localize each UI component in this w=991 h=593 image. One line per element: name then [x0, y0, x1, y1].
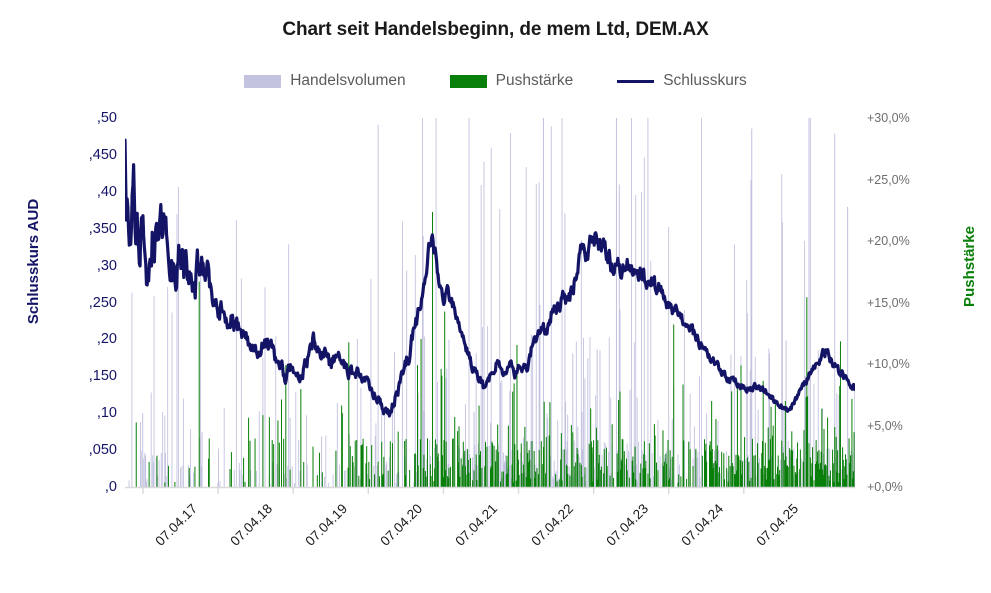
right-tick-label: +15,0% — [867, 295, 910, 310]
left-tick-label: ,50 — [96, 110, 117, 126]
left-tick-label: ,450 — [88, 146, 117, 163]
legend-close[interactable]: Schlusskurs — [617, 72, 747, 90]
legend-push[interactable]: Pushstärke — [449, 72, 574, 90]
chart-legend: Handelsvolumen Pushstärke Schlusskurs — [0, 72, 991, 90]
x-tick-label: 07.04.21 — [452, 501, 501, 549]
close-price-line — [125, 138, 855, 418]
left-tick-label: ,40 — [96, 183, 117, 200]
left-tick-label: ,350 — [88, 220, 117, 237]
legend-volume[interactable]: Handelsvolumen — [244, 72, 406, 90]
legend-close-line-icon — [617, 75, 655, 88]
page-title: Chart seit Handelsbeginn, de mem Ltd, DE… — [282, 19, 709, 40]
x-tick-label: 07.04.24 — [678, 501, 726, 549]
right-tick-label: +20,0% — [867, 234, 910, 248]
right-tick-label: +30,0% — [867, 111, 910, 125]
legend-push-label: Pushstärke — [495, 72, 574, 89]
x-tick-label: 07.04.18 — [227, 501, 276, 549]
x-tick-label: 07.04.23 — [603, 501, 651, 549]
legend-volume-swatch-icon — [244, 74, 282, 88]
x-tick-label: 07.04.17 — [152, 501, 201, 549]
left-tick-label: ,0 — [104, 479, 117, 495]
legend-push-swatch-icon — [449, 74, 487, 88]
left-tick-label: ,050 — [88, 442, 117, 459]
right-axis-title-text: Pushstärke — [960, 226, 978, 307]
right-tick-label: +0,0% — [867, 480, 903, 494]
left-tick-label: ,30 — [96, 257, 117, 274]
volume-bars — [128, 118, 855, 487]
chart-canvas — [125, 118, 855, 487]
legend-close-label: Schlusskurs — [663, 72, 747, 89]
right-tick-label: +10,0% — [867, 357, 910, 371]
left-axis-title-text: Schlusskurs AUD — [25, 198, 43, 325]
x-tick-label: 07.04.25 — [753, 501, 801, 549]
left-tick-label: ,10 — [96, 405, 117, 422]
x-tick-label: 07.04.19 — [302, 501, 351, 549]
left-tick-label: ,150 — [88, 368, 117, 385]
right-tick-label: +25,0% — [867, 172, 910, 187]
plot-area — [125, 118, 855, 487]
x-tick-label: 07.04.20 — [377, 501, 426, 549]
right-tick-label: +5,0% — [867, 418, 903, 433]
left-tick-label: ,250 — [88, 294, 117, 311]
legend-volume-label: Handelsvolumen — [290, 72, 406, 89]
x-tick-label: 07.04.22 — [527, 501, 576, 549]
left-tick-label: ,20 — [96, 331, 117, 348]
volume-bar-set — [128, 118, 855, 487]
